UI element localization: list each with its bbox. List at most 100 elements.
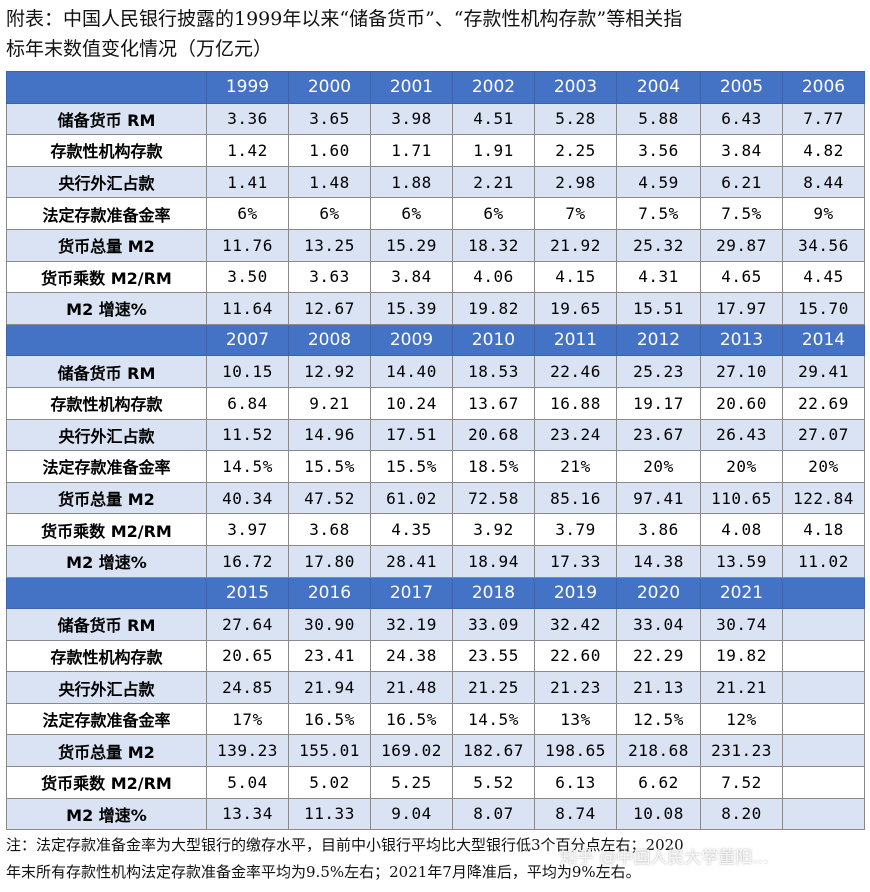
table-body: 1999 2000 2001 2002 2003 2004 2005 2006 储备货币 RM 3… xyxy=(6,71,865,831)
year-header-cell: 1999 xyxy=(206,71,289,104)
table-cell: 198.65 xyxy=(534,734,617,768)
table-cell: 7.77 xyxy=(782,102,865,136)
table-cell: 13% xyxy=(534,702,617,736)
table-row: 存款性机构存款 6.84 9.21 10.24 13.67 16.88 19.17 20.60… xyxy=(6,386,865,420)
table-cell: 19.82 xyxy=(452,292,535,325)
row-label: 央行外汇占款 xyxy=(6,165,207,199)
table-cell: 1.91 xyxy=(452,134,535,167)
row-label: M2 增速% xyxy=(6,544,207,578)
table-cell: 7.5% xyxy=(700,197,783,230)
table-cell: 10.08 xyxy=(616,797,701,831)
table-cell: 14.40 xyxy=(370,355,453,388)
row-label: 货币乘数 M2/RM xyxy=(6,766,207,799)
table-cell: 13.67 xyxy=(452,386,535,420)
table-cell: 1.48 xyxy=(288,165,371,199)
table-cell: 20% xyxy=(616,450,701,483)
row-label: M2 增速% xyxy=(6,292,207,325)
table-cell: 5.04 xyxy=(206,766,289,799)
table-cell: 3.65 xyxy=(288,102,371,136)
row-label: 存款性机构存款 xyxy=(6,386,207,420)
year-header-cell: 2009 xyxy=(370,323,453,357)
table-cell: 1.60 xyxy=(288,134,371,167)
table-cell: 21.94 xyxy=(288,671,371,704)
table-cell: 6% xyxy=(206,197,289,230)
table-cell: 14.38 xyxy=(616,544,701,578)
table-cell: 122.84 xyxy=(782,481,865,515)
table-cell: 19.82 xyxy=(700,639,783,673)
table-cell: 17.80 xyxy=(288,544,371,578)
table-cell: 155.01 xyxy=(288,734,371,768)
table-cell: 3.97 xyxy=(206,513,289,546)
table-cell xyxy=(782,766,865,799)
table-cell: 6% xyxy=(452,197,535,230)
year-header-cell: 2014 xyxy=(782,323,865,357)
table-row: 货币乘数 M2/RM 5.04 5.02 5.25 5.52 6.13 6.62 7.52 xyxy=(6,766,865,799)
table-cell: 7.52 xyxy=(700,766,783,799)
table-cell: 4.08 xyxy=(700,513,783,546)
row-label: M2 增速% xyxy=(6,797,207,831)
table-cell: 3.79 xyxy=(534,513,617,546)
table-cell: 16.5% xyxy=(288,702,371,736)
table-cell: 1.41 xyxy=(206,165,289,199)
table-cell: 3.68 xyxy=(288,513,371,546)
table-cell: 10.24 xyxy=(370,386,453,420)
table-cell: 22.46 xyxy=(534,355,617,388)
table-cell: 22.29 xyxy=(616,639,701,673)
year-header-cell: 2004 xyxy=(616,71,701,104)
table-cell: 17.51 xyxy=(370,418,453,452)
table-cell: 11.64 xyxy=(206,292,289,325)
table-cell: 8.44 xyxy=(782,165,865,199)
table-cell: 21.25 xyxy=(452,671,535,704)
table-cell: 4.45 xyxy=(782,260,865,294)
year-header-cell: 2000 xyxy=(288,71,371,104)
table-cell: 3.50 xyxy=(206,260,289,294)
table-cell: 34.56 xyxy=(782,228,865,262)
table-cell: 4.31 xyxy=(616,260,701,294)
table-cell: 33.04 xyxy=(616,608,701,641)
row-label: 货币总量 M2 xyxy=(6,481,207,515)
table-cell: 4.06 xyxy=(452,260,535,294)
table-cell: 3.92 xyxy=(452,513,535,546)
table-cell: 6.62 xyxy=(616,766,701,799)
table-cell: 12% xyxy=(700,702,783,736)
table-row: 储备货币 RM 27.64 30.90 32.19 33.09 32.42 33.04 30.… xyxy=(6,608,865,641)
table-cell: 8.74 xyxy=(534,797,617,831)
row-label: 央行外汇占款 xyxy=(6,418,207,452)
year-header-cell: 2002 xyxy=(452,71,535,104)
row-label: 法定存款准备金率 xyxy=(6,702,207,736)
table-cell: 4.51 xyxy=(452,102,535,136)
table-cell: 1.88 xyxy=(370,165,453,199)
table-cell: 15.29 xyxy=(370,228,453,262)
table-cell: 21% xyxy=(534,450,617,483)
year-header-cell: 2020 xyxy=(616,576,701,610)
table-cell: 15.39 xyxy=(370,292,453,325)
table-cell: 19.65 xyxy=(534,292,617,325)
table-cell: 3.63 xyxy=(288,260,371,294)
table-row: 法定存款准备金率 17% 16.5% 16.5% 14.5% 13% 12.5% 12% xyxy=(6,702,865,736)
table-cell: 139.23 xyxy=(206,734,289,768)
table-cell: 8.07 xyxy=(452,797,535,831)
row-label: 法定存款准备金率 xyxy=(6,197,207,230)
table-cell: 23.24 xyxy=(534,418,617,452)
year-header-cell: 2021 xyxy=(700,576,783,610)
year-header-cell: 2018 xyxy=(452,576,535,610)
table-cell xyxy=(782,671,865,704)
table-cell: 22.69 xyxy=(782,386,865,420)
table-row: 货币总量 M2 139.23 155.01 169.02 182.67 198.65 218… xyxy=(6,734,865,768)
year-header-cell: 2005 xyxy=(700,71,783,104)
table-row: 法定存款准备金率 6% 6% 6% 6% 7% 7.5% 7.5% 9% xyxy=(6,197,865,230)
table-cell: 24.85 xyxy=(206,671,289,704)
table-cell: 20.68 xyxy=(452,418,535,452)
table-cell: 18.5% xyxy=(452,450,535,483)
year-header-cell xyxy=(782,576,865,610)
table-cell: 21.48 xyxy=(370,671,453,704)
table-cell: 8.20 xyxy=(700,797,783,831)
table-cell: 9.21 xyxy=(288,386,371,420)
table-cell: 1.42 xyxy=(206,134,289,167)
footnote-line-2: 年末所有存款性机构法定存款准备金率平均为9.5%左右；2021年7月降准后，平均… xyxy=(6,863,641,881)
table-row: 央行外汇占款 24.85 21.94 21.48 21.25 21.23 21.13 21.2… xyxy=(6,671,865,704)
table-row: 央行外汇占款 1.41 1.48 1.88 2.21 2.98 4.59 6.21 8.44 xyxy=(6,165,865,199)
table-row: 储备货币 RM 10.15 12.92 14.40 18.53 22.46 25.23 27.… xyxy=(6,355,865,388)
table-cell: 6% xyxy=(288,197,371,230)
table-cell: 24.38 xyxy=(370,639,453,673)
